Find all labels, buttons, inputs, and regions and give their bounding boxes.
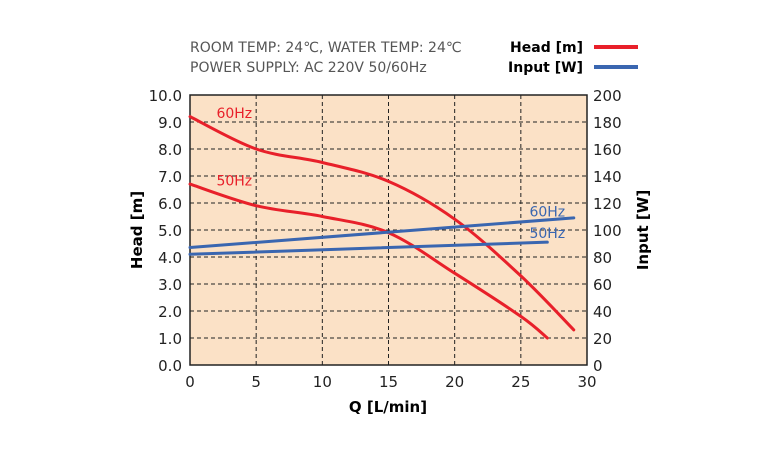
x-axis-label: Q [L/min] [349,398,427,416]
series-label-input-60hz: 60Hz [529,204,565,220]
y2-tick-label: 160 [593,141,622,159]
note-temperature: ROOM TEMP: 24℃, WATER TEMP: 24℃ [190,40,462,56]
legend-head-label: Head [m] [510,40,583,56]
legend-input-label: Input [W] [508,60,583,76]
y-tick-label: 8.0 [158,141,182,159]
series-line-head-60hz [188,115,576,332]
y-tick-label: 9.0 [158,114,182,132]
y2-axis-label: Input [W] [634,190,652,270]
y-tick-label: 6.0 [158,195,182,213]
y-axis-label: Head [m] [128,191,146,269]
y2-tick-label: 180 [593,114,622,132]
y2-tick-label: 200 [593,87,622,105]
series-label-input-50hz: 50Hz [529,226,565,242]
series-label-head-60hz: 60Hz [216,106,252,122]
note-power-supply: POWER SUPPLY: AC 220V 50/60Hz [190,60,427,76]
y-tick-label: 1.0 [158,330,182,348]
legend: Head [m] Input [W] [508,40,638,76]
series-line-input-60hz [188,216,576,250]
x-tick-label: 25 [511,373,530,391]
x-tick-label: 0 [185,373,195,391]
y-tick-label: 10.0 [149,87,182,105]
y-tick-label: 2.0 [158,303,182,321]
y2-tick-label: 40 [593,303,612,321]
y-tick-label: 0.0 [158,357,182,375]
x-tick-label: 15 [379,373,398,391]
y2-tick-label: 100 [593,222,622,240]
series-label-head-50hz: 50Hz [216,173,252,189]
y-tick-label: 4.0 [158,249,182,267]
x-tick-label: 30 [577,373,596,391]
x-tick-label: 20 [445,373,464,391]
y-tick-label: 5.0 [158,222,182,240]
y2-tick-label: 0 [593,357,603,375]
x-tick-label: 5 [251,373,261,391]
x-tick-label: 10 [313,373,332,391]
y2-tick-label: 140 [593,168,622,186]
y-tick-label: 7.0 [158,168,182,186]
y2-tick-label: 60 [593,276,612,294]
y2-tick-label: 120 [593,195,622,213]
series-line-input-50hz [188,240,549,256]
y2-tick-label: 20 [593,330,612,348]
y-tick-label: 3.0 [158,276,182,294]
y2-tick-label: 80 [593,249,612,267]
